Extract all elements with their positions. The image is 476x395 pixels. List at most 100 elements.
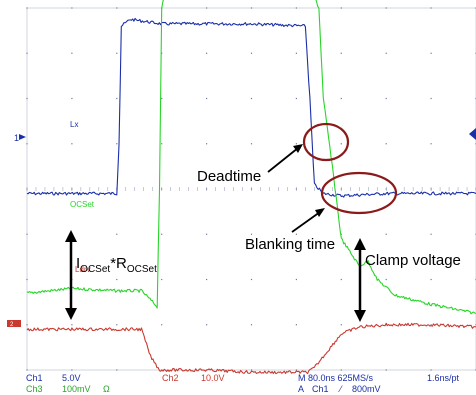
status-ch3-label: Ch3 (26, 384, 43, 394)
status-ch2-scale: 10.0V (201, 373, 225, 383)
grid-dot (430, 324, 432, 326)
grid-dot (161, 278, 163, 281)
grid-dot (161, 143, 163, 145)
blanking-ellipse (320, 171, 398, 215)
grid-dot (385, 369, 387, 371)
grid-dot (116, 52, 118, 54)
trace-ocset (26, 0, 476, 315)
current-label-i-sub: OCSet (80, 264, 110, 275)
clamp-arrowhead-down (354, 310, 366, 322)
grid-dot (71, 97, 73, 100)
grid-dot (161, 97, 163, 100)
grid-dot (116, 97, 118, 100)
grid-dot (430, 278, 432, 281)
grid-dot (206, 278, 208, 281)
grid-dot (26, 7, 28, 9)
grid-dot (206, 143, 208, 145)
grid-dot (116, 324, 118, 326)
grid-dot (385, 324, 387, 326)
grid-dot (250, 52, 253, 54)
deadtime-arrow (267, 147, 299, 173)
status-timebase: M 80.0ns 625MS/s (298, 373, 374, 383)
grid-dot (340, 143, 342, 145)
grid-dot (116, 233, 118, 235)
grid-dot (206, 324, 208, 326)
grid-dot (340, 369, 342, 371)
grid-dot (206, 52, 208, 54)
grid-dot (161, 233, 163, 235)
grid-dot (295, 324, 297, 326)
ch2-level-marker-icon (7, 320, 21, 327)
grid-dot (295, 143, 297, 145)
grid-dot (161, 324, 163, 326)
grid-dot (295, 233, 297, 235)
grid-dot (26, 233, 28, 235)
deadtime-label: Deadtime (197, 168, 261, 185)
grid-dot (116, 7, 118, 9)
grid-dot (430, 52, 432, 54)
grid-dot (295, 52, 297, 54)
grid-dot (71, 324, 73, 326)
grid-dot (340, 278, 342, 281)
grid-dot (26, 97, 28, 100)
grid-dot (206, 233, 208, 235)
grid-dot (71, 52, 73, 54)
trace-label-ldrv: Ldrv (75, 265, 91, 274)
grid-dot (71, 143, 73, 145)
grid-dot (430, 7, 432, 9)
grid-dot (340, 52, 342, 54)
grid-dot (250, 143, 253, 145)
blanking-arrowhead (315, 208, 325, 217)
status-ch1-scale: 5.0V (62, 373, 81, 383)
graticule (26, 7, 476, 371)
grid-dot (430, 143, 432, 145)
status-ch1-label: Ch1 (26, 373, 43, 383)
grid-dot (385, 278, 387, 281)
status-pt: 1.6ns/pt (427, 373, 460, 383)
right-trigger-arrow (469, 128, 476, 140)
grid-dot (250, 97, 253, 100)
grid-dot (116, 278, 118, 281)
status-trigger-ch: Ch1 (312, 384, 329, 394)
blanking-label: Blanking time (245, 236, 335, 253)
current-arrowhead-up (65, 230, 77, 242)
grid-dot (116, 369, 118, 371)
grid-dot (340, 97, 342, 100)
grid-dot (430, 97, 432, 100)
grid-dot (385, 143, 387, 145)
ch1-level-marker: 1 (14, 133, 19, 143)
deadtime-ellipse (302, 122, 350, 162)
traces (26, 0, 476, 375)
current-label-i: I (76, 255, 80, 272)
trace-label-ocset: OCSet (70, 200, 95, 209)
grid-dot (295, 278, 297, 281)
grid-dot (250, 233, 253, 235)
deadtime-arrowhead (293, 144, 303, 153)
current-label: IOCSet*ROCSet (76, 255, 157, 275)
status-trigger-level: 800mV (352, 384, 381, 394)
status-trigger-a: A (298, 384, 304, 394)
status-ch2-label: Ch2 (162, 373, 179, 383)
trace-lx (26, 17, 476, 198)
grid-dot (340, 7, 342, 9)
trace-label-lx: Lx (70, 120, 78, 129)
grid-dot (250, 324, 253, 326)
grid-dot (430, 233, 432, 235)
grid-dot (295, 7, 297, 9)
grid-dot (71, 369, 73, 371)
grid-dot (340, 233, 342, 235)
grid-dot (116, 143, 118, 145)
grid-dot (26, 143, 28, 145)
grid-dot (295, 369, 297, 371)
grid-dot (430, 369, 432, 371)
grid-dot (340, 324, 342, 326)
grid-dot (250, 369, 253, 371)
grid-dot (206, 97, 208, 100)
status-trigger-slope: ⁄ (338, 384, 343, 394)
grid-dot (250, 7, 253, 9)
grid-dot (26, 278, 28, 281)
clamp-arrowhead-up (354, 238, 366, 250)
grid-dot (295, 97, 297, 100)
current-label-r: *R (110, 255, 127, 272)
